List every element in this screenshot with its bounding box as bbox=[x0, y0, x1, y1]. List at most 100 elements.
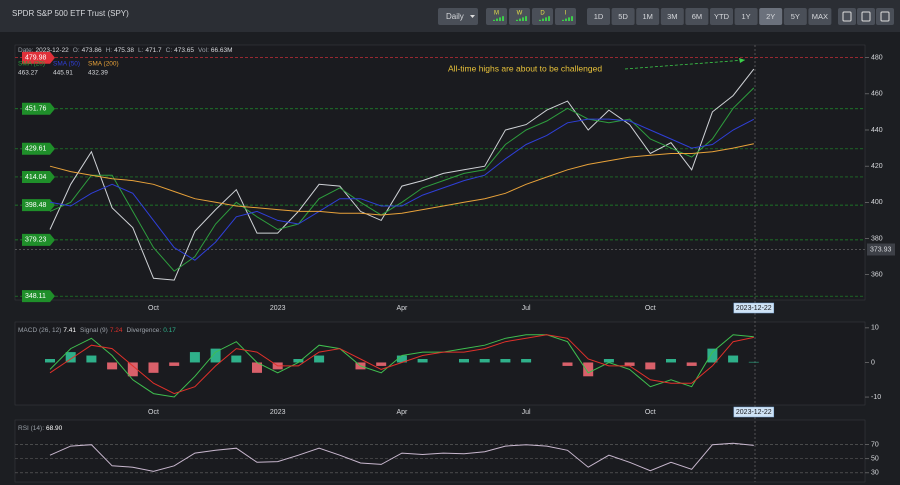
series-line bbox=[49, 118, 755, 261]
info-value: 2023-12-22 bbox=[36, 47, 70, 54]
range-button-label[interactable]: 3M bbox=[667, 12, 677, 21]
range-button[interactable] bbox=[611, 8, 635, 25]
level-tag bbox=[22, 102, 55, 115]
date-box bbox=[733, 406, 775, 418]
range-button-label[interactable]: MAX bbox=[812, 12, 828, 21]
histogram-bar bbox=[603, 359, 614, 363]
annotation: All-time highs are about to be challenge… bbox=[448, 63, 602, 73]
info-key: O: bbox=[73, 47, 80, 54]
range-button[interactable] bbox=[808, 8, 832, 25]
x-tick-label: Oct bbox=[148, 305, 159, 312]
range-button-label[interactable]: 1M bbox=[642, 12, 652, 21]
range-button-label[interactable]: 1D bbox=[594, 12, 604, 21]
date-box-label: 2023-12-22 bbox=[736, 305, 772, 312]
view-button-label[interactable]: D bbox=[540, 11, 545, 17]
legend-value: 432.39 bbox=[88, 70, 108, 77]
range-button-label[interactable]: 5Y bbox=[791, 12, 800, 21]
view-button-label[interactable]: I bbox=[565, 11, 567, 17]
legend-name: MACD (26, 12) bbox=[18, 327, 61, 334]
legend-value: 68.90 bbox=[46, 425, 63, 432]
legend-value: 7.24 bbox=[110, 327, 123, 334]
level-label: 479.98 bbox=[25, 55, 47, 62]
range-button-label[interactable]: 5D bbox=[618, 12, 628, 21]
price-panel bbox=[14, 44, 866, 301]
histogram-bar bbox=[314, 355, 325, 363]
range-button-label[interactable]: 2Y bbox=[766, 12, 775, 21]
histogram-bar bbox=[127, 362, 138, 377]
info-value: 471.7 bbox=[145, 47, 162, 54]
range-button[interactable] bbox=[710, 8, 733, 25]
series-line bbox=[49, 334, 754, 395]
range-button[interactable] bbox=[636, 8, 660, 25]
level-label: 348.11 bbox=[25, 293, 46, 300]
view-icon-bar bbox=[565, 18, 567, 21]
y-tick-label: -10 bbox=[871, 394, 881, 401]
histogram-bar bbox=[666, 359, 676, 363]
histogram-bar bbox=[728, 355, 739, 363]
legend: MACD (26, 12) 7.41 Signal (9) 7.24 Divergenc… bbox=[18, 327, 176, 334]
view-button[interactable] bbox=[532, 8, 553, 25]
view-button[interactable] bbox=[509, 8, 530, 25]
level-tag bbox=[22, 290, 55, 303]
legend: RSI (14): 68.90 bbox=[18, 425, 63, 432]
range-button-label[interactable]: 1Y bbox=[742, 12, 751, 21]
level-tag bbox=[22, 199, 55, 212]
y-tick-label: 400 bbox=[871, 199, 883, 206]
histogram-bar bbox=[45, 359, 55, 363]
histogram-bar bbox=[686, 362, 697, 366]
y-tick-label: 50 bbox=[871, 456, 879, 463]
range-button[interactable] bbox=[660, 8, 684, 25]
view-icon-bar bbox=[519, 18, 521, 21]
y-tick-label: 420 bbox=[871, 163, 883, 170]
legend-value: 445.91 bbox=[53, 70, 73, 77]
view-icon-bar bbox=[516, 19, 518, 21]
level-tag bbox=[22, 233, 55, 246]
histogram-bar bbox=[231, 355, 242, 363]
range-button[interactable] bbox=[759, 8, 783, 25]
tool-button[interactable] bbox=[838, 8, 856, 25]
view-button[interactable] bbox=[486, 8, 507, 25]
histogram-bar bbox=[521, 359, 532, 363]
series-line bbox=[49, 143, 754, 216]
level-tag bbox=[22, 170, 55, 183]
histogram-bar bbox=[396, 355, 407, 363]
histogram-bar bbox=[189, 352, 200, 363]
range-button[interactable] bbox=[734, 8, 758, 25]
histogram-bar bbox=[65, 352, 76, 363]
interval-label[interactable]: Daily bbox=[446, 12, 464, 21]
range-button[interactable] bbox=[783, 8, 807, 25]
view-icon-bar bbox=[522, 17, 524, 21]
view-icon-bar bbox=[499, 17, 501, 21]
legend-value: 0.17 bbox=[163, 327, 176, 334]
range-button[interactable] bbox=[587, 8, 610, 25]
view-icon-bar bbox=[562, 19, 564, 21]
y-tick-label: 10 bbox=[871, 325, 879, 332]
y-tick-label: 360 bbox=[871, 272, 883, 279]
view-button[interactable] bbox=[555, 8, 576, 25]
tool-icon bbox=[861, 11, 871, 22]
histogram-bar bbox=[210, 348, 221, 363]
view-icon-bar bbox=[568, 17, 570, 21]
info-value: 66.63M bbox=[211, 47, 233, 54]
histogram-bar bbox=[479, 359, 490, 363]
view-button-label[interactable]: W bbox=[517, 11, 523, 17]
view-button-label[interactable]: M bbox=[494, 11, 499, 17]
tool-button[interactable] bbox=[876, 8, 894, 25]
tool-button[interactable] bbox=[857, 8, 875, 25]
crosshair-label: 373.93 bbox=[870, 246, 892, 253]
histogram-bar bbox=[562, 362, 573, 366]
ohlc-info: Date: 2023-12-22 O: 473.86 H: 475.38 L: 471.7 C:… bbox=[18, 47, 233, 54]
x-tick-label: Oct bbox=[148, 409, 159, 416]
tool-icon bbox=[880, 11, 890, 22]
legend-name: SMA (20) bbox=[18, 61, 45, 68]
crosshair-tag bbox=[867, 243, 895, 256]
range-button-label[interactable]: 6M bbox=[692, 12, 702, 21]
range-button[interactable] bbox=[685, 8, 709, 25]
range-button-label[interactable]: YTD bbox=[714, 12, 730, 21]
info-key: L: bbox=[138, 47, 144, 54]
info-key: Date: bbox=[18, 47, 34, 54]
interval-button[interactable] bbox=[438, 8, 478, 25]
view-icon-bar bbox=[493, 19, 495, 21]
series-line bbox=[49, 334, 754, 398]
info-value: 475.38 bbox=[114, 47, 134, 54]
